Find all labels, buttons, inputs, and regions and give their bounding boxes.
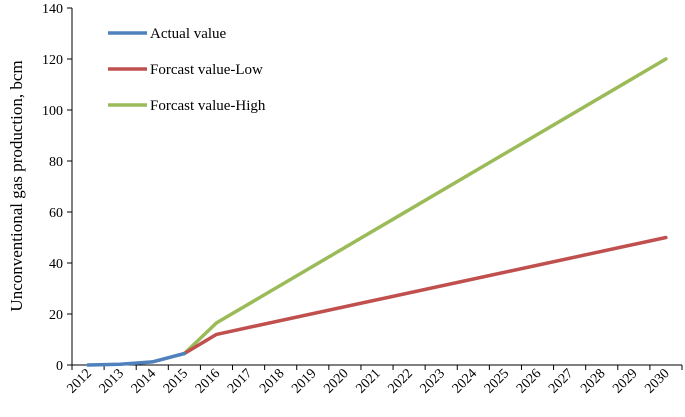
x-tick-label: 2015	[161, 366, 191, 396]
legend: Actual value Forcast value-Low Forcast val…	[108, 26, 266, 114]
y-tick-labels: 0 20 40 60 80 100 120 140	[42, 2, 63, 374]
x-tick-label: 2022	[386, 366, 416, 396]
x-tick-label: 2026	[514, 366, 544, 396]
y-tick-label: 80	[49, 155, 63, 170]
x-tick-label: 2024	[450, 366, 480, 396]
x-tick-label: 2019	[289, 366, 319, 396]
y-tick-label: 140	[42, 2, 63, 17]
x-tick-label: 2030	[642, 366, 672, 396]
y-tick-label: 120	[42, 53, 63, 68]
x-tick-label: 2028	[578, 366, 608, 396]
y-tick-label: 60	[49, 206, 63, 221]
x-tick-labels: 2012 2013 2014 2015 2016 2017 2018 2019 2020 2021…	[64, 366, 672, 396]
x-tick-label: 2020	[321, 366, 351, 396]
y-tick-label: 0	[56, 359, 63, 374]
series-line-forcast-value-high	[182, 57, 668, 356]
x-tick-label: 2013	[97, 366, 127, 396]
x-tick-label: 2018	[257, 366, 287, 396]
y-axis-title: Unconventional gas production, bcm	[7, 60, 26, 311]
x-tick-label: 2016	[193, 366, 223, 396]
x-tick-label: 2012	[64, 366, 94, 396]
x-tick-label: 2025	[482, 366, 512, 396]
y-tick-label: 40	[49, 257, 63, 272]
x-tick-label: 2023	[418, 366, 448, 396]
legend-label: Forcast value-Low	[150, 62, 263, 78]
legend-label: Forcast value-High	[150, 98, 266, 114]
series-line-forcast-value-low	[182, 235, 668, 356]
x-tick-label: 2014	[129, 366, 159, 396]
series-lines	[86, 57, 668, 367]
y-tick-label: 20	[49, 308, 63, 323]
x-tick-label: 2027	[546, 366, 576, 396]
y-tick-label: 100	[42, 104, 63, 119]
legend-label: Actual value	[150, 26, 227, 42]
x-tick-label: 2017	[225, 366, 255, 396]
series-line-actual-value	[86, 351, 187, 367]
x-tick-label: 2021	[353, 366, 383, 396]
x-tick-label: 2029	[610, 366, 640, 396]
